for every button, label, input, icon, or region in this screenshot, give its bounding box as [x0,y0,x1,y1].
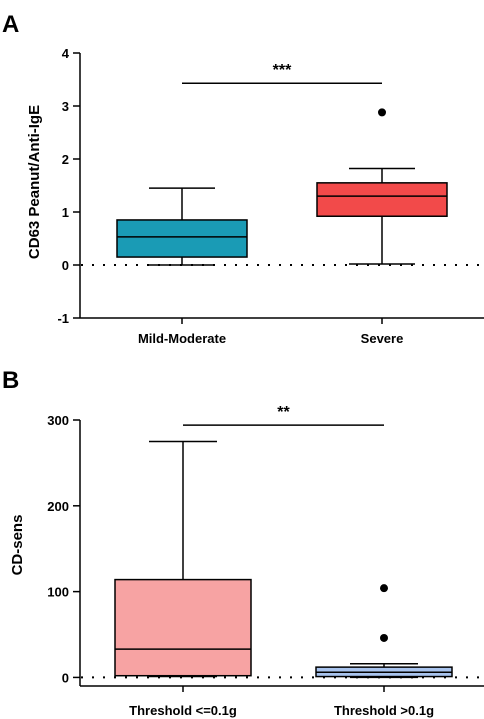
panel-a-y-tick-label: -1 [57,311,69,326]
panel-b-y-axis-label: CD-sens [9,515,26,576]
panel-b-category-label: Threshold <=0.1g [129,703,237,718]
panel-a-box [116,219,248,258]
panel-a-outlier-point [378,108,386,117]
panel-a-y-tick-label: 0 [62,258,69,273]
panel-a-y-tick-label: 1 [62,205,69,220]
panel-b-y-tick-label: 300 [47,413,69,428]
panel-b-box [114,578,252,677]
panel-b-category-label: Threshold >0.1g [334,703,434,718]
panel-a-significance-label: *** [273,62,292,79]
panel-b: B CD-sens 0 100 200 300 Threshold <=0.1g Thre… [2,367,484,718]
panel-a-y-axis-label: CD63 Peanut/Anti-IgE [26,105,43,259]
panel-a-box [316,182,448,217]
panel-a-category-label: Severe [361,331,404,346]
panel-a-y-tick-label: 4 [62,46,70,61]
panel-a-letter: A [2,11,19,38]
panel-a-category-label: Mild-Moderate [138,331,226,346]
panel-b-letter: B [2,367,19,394]
panel-b-y-tick-label: 200 [47,499,69,514]
panel-b-significance-label: ** [277,404,290,421]
panel-b-outlier-point [380,633,388,642]
panel-b-outlier-point [380,584,388,593]
panel-b-y-tick-label: 100 [47,585,69,600]
panel-a: A CD63 Peanut/Anti-IgE -1 0 1 2 3 4 Mild-Moder… [2,11,484,346]
panel-a-y-tick-label: 3 [62,99,69,114]
panel-a-y-tick-label: 2 [62,152,69,167]
panel-b-y-tick-label: 0 [62,670,69,685]
